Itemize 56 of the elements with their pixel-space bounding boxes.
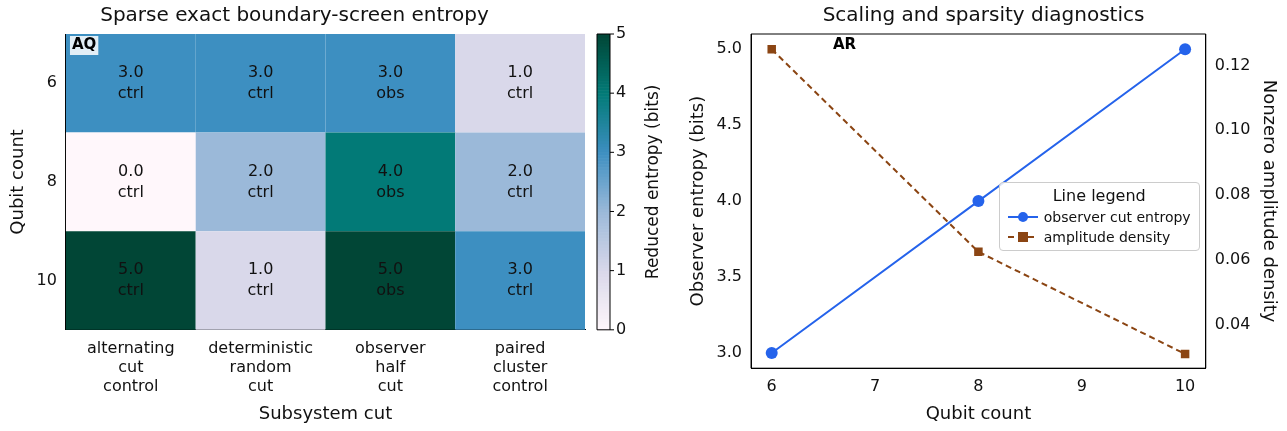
color-bar-label: 4 — [616, 82, 627, 102]
x-tick-label: deterministic random cut — [208, 337, 314, 395]
y-tick-label: 8 — [46, 171, 57, 191]
data-label: 1.0 ctrl — [247, 259, 274, 300]
data-label: 4.0 obs — [376, 160, 405, 201]
y2-tick-label: 0.10 — [1214, 119, 1251, 139]
data-label: 3.0 ctrl — [247, 61, 274, 102]
data-label: 2.0 ctrl — [247, 160, 274, 201]
annotation: AQ — [71, 35, 97, 54]
y-axis-title: Qubit count — [6, 129, 28, 235]
y-tick-label: 3.5 — [716, 266, 743, 286]
x-tick-label: 7 — [869, 375, 881, 395]
y2-axis-title: Nonzero amplitude density — [1259, 79, 1281, 323]
legend-label: observer cut entropy — [1043, 207, 1191, 227]
point — [974, 247, 983, 257]
data-label: 3.0 ctrl — [117, 61, 144, 102]
color-bar-label: 2 — [616, 200, 627, 220]
x-axis-title: Qubit count — [925, 401, 1032, 423]
y2-tick-label: 0.08 — [1214, 184, 1251, 204]
data-label: 0.0 ctrl — [117, 160, 144, 201]
x-axis-title: Subsystem cut — [258, 401, 393, 423]
x-tick-label: 8 — [973, 375, 984, 395]
color-bar-label: 0 — [616, 318, 627, 338]
color-bar-label: 3 — [616, 141, 627, 161]
y-tick-label: 6 — [46, 72, 57, 92]
y2-tick-label: 0.12 — [1214, 54, 1251, 74]
y2-tick-label: 0.06 — [1214, 249, 1251, 269]
annotation: AR — [832, 35, 857, 54]
data-label: 3.0 ctrl — [507, 259, 534, 300]
x-tick-label: 9 — [1076, 375, 1087, 395]
y-axis-title: Observer entropy (bits) — [686, 95, 708, 307]
point — [767, 44, 776, 54]
legend-title: Line legend — [1051, 185, 1147, 205]
data-label: 2.0 ctrl — [507, 160, 534, 201]
y-tick-label: 3.0 — [716, 342, 743, 362]
x-tick-label: paired cluster control — [492, 337, 548, 395]
y-tick-label: 5.0 — [716, 38, 743, 58]
x-tick-label: alternating cut control — [87, 337, 175, 395]
point — [765, 347, 778, 360]
color-bar-label: 5 — [616, 23, 627, 43]
legend-label: amplitude density — [1043, 227, 1171, 247]
y-tick-label: 4.0 — [716, 190, 743, 210]
y-tick-label: 4.5 — [716, 114, 743, 134]
y-tick-label: 10 — [36, 269, 57, 289]
point — [1179, 43, 1192, 56]
x-tick-label: observer half cut — [355, 337, 427, 395]
data-label: 1.0 ctrl — [507, 61, 534, 102]
x-tick-label: 10 — [1174, 375, 1196, 395]
point — [972, 195, 985, 208]
color-bar-label: 1 — [616, 259, 627, 279]
color-bar-title: Reduced entropy (bits) — [642, 84, 663, 280]
x-tick-label: 6 — [766, 375, 777, 395]
chart-title: Scaling and sparsity diagnostics — [822, 2, 1145, 27]
chart-title: Sparse exact boundary-screen entropy — [100, 2, 489, 27]
data-label: 3.0 obs — [376, 61, 405, 102]
y2-tick-label: 0.04 — [1214, 313, 1251, 333]
